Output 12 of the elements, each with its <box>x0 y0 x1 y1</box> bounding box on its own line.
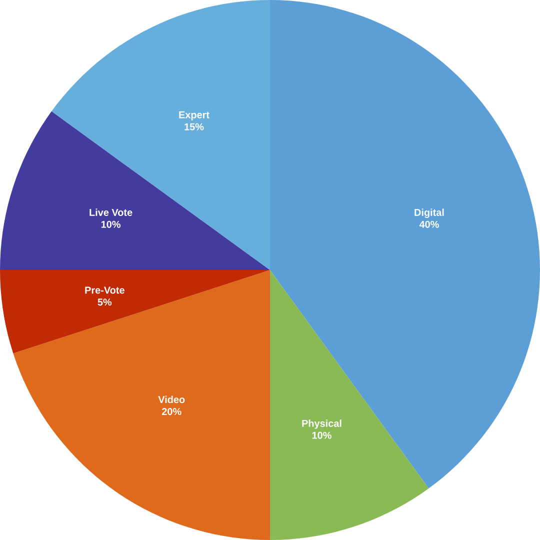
data-label: 20% <box>162 408 182 416</box>
data-label: 10% <box>312 432 332 439</box>
slice-label: Expert <box>179 111 210 120</box>
data-label: 40% <box>419 220 439 228</box>
slice-label: Live Vote <box>90 208 132 216</box>
slice-label: Pre-Vote <box>85 286 124 294</box>
data-label: 5% <box>98 298 112 306</box>
slice-label: Video <box>158 396 185 404</box>
slice-label: Digital <box>414 208 444 218</box>
slice-label: Physical <box>302 420 342 429</box>
data-label: 15% <box>184 123 204 130</box>
data-label: 10% <box>101 220 120 228</box>
